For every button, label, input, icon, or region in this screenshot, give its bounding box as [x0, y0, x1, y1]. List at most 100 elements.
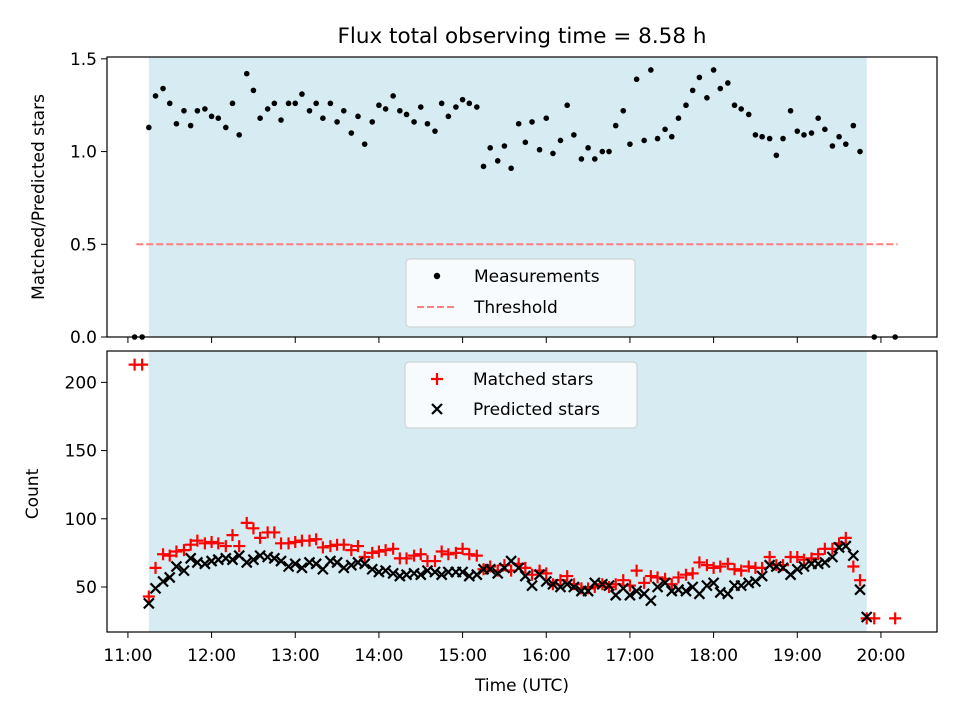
matched-star-marker — [839, 531, 852, 544]
predicted-star-marker — [701, 579, 713, 592]
measurement-point — [424, 120, 431, 127]
predicted-star-marker — [387, 567, 399, 580]
matched-star-marker — [184, 538, 197, 551]
matched-star-marker — [735, 564, 748, 577]
matched-star-marker — [177, 544, 190, 557]
matched-star-marker — [358, 550, 371, 563]
top-legend-box — [405, 258, 636, 328]
predicted-star-marker — [735, 579, 747, 592]
measurement-point — [725, 80, 731, 86]
measurement-point — [376, 102, 382, 109]
matched-star-marker — [693, 556, 706, 569]
top-panel-points-layer — [131, 67, 898, 340]
matched-star-marker — [428, 555, 441, 568]
bottom-legend: Matched stars Predicted stars — [404, 361, 638, 429]
measurement-point — [236, 132, 242, 138]
measurement-point — [710, 67, 717, 73]
bottom-x-tick-label: 18:00 — [689, 646, 738, 666]
bottom-y-tick-label: 200 — [65, 373, 97, 393]
matched-star-marker — [714, 560, 727, 573]
measurement-point — [438, 100, 445, 107]
predicted-star-marker — [178, 564, 190, 577]
measurement-point — [340, 107, 347, 114]
matched-star-marker — [414, 548, 427, 561]
predicted-star-marker — [456, 566, 469, 578]
predicted-star-marker — [798, 560, 810, 573]
measurement-point — [829, 143, 836, 149]
matched-star-marker — [679, 568, 692, 581]
matched-star-marker — [742, 560, 755, 573]
bottom-x-tick-label: 17:00 — [605, 646, 654, 666]
predicted-star-marker — [854, 583, 866, 596]
measurement-point — [717, 85, 724, 92]
measurement-point — [578, 156, 585, 162]
measurement-point — [487, 145, 494, 151]
measurement-point — [585, 145, 591, 151]
measurement-point — [320, 115, 326, 121]
matched-star-marker — [149, 561, 162, 574]
measurement-point — [146, 124, 152, 131]
measurement-point — [223, 124, 229, 131]
measurement-point — [836, 133, 842, 140]
matched-star-marker — [233, 540, 246, 553]
predicted-star-marker — [435, 568, 448, 581]
predicted-legend-label: Predicted stars — [473, 400, 600, 420]
measurement-point — [759, 133, 765, 140]
predicted-star-marker — [163, 571, 176, 584]
measurement-point — [501, 143, 508, 149]
predicted-star-marker — [840, 540, 852, 552]
matched-star-marker — [456, 542, 469, 555]
predicted-star-marker — [199, 558, 211, 570]
measurement-point — [529, 119, 535, 125]
measurement-point — [474, 104, 480, 110]
predicted-star-marker — [519, 570, 532, 582]
measurement-point — [668, 133, 675, 140]
measurement-point — [292, 100, 299, 107]
bottom-panel-frame — [106, 350, 938, 633]
x-axis-label: Time (UTC) — [474, 676, 569, 696]
measurement-point — [361, 141, 368, 147]
measurement-point — [382, 106, 389, 112]
bottom-x-tick-label: 13:00 — [271, 646, 320, 666]
measurement-point — [432, 128, 438, 134]
predicted-star-marker — [819, 556, 831, 569]
bottom-x-tick-label: 16:00 — [522, 646, 571, 666]
predicted-star-marker — [296, 562, 308, 574]
measurement-point — [480, 163, 487, 170]
top-y-tick-label: 0.5 — [70, 235, 97, 255]
matched-star-marker — [617, 574, 630, 587]
matched-star-marker — [630, 564, 643, 577]
matched-star-marker — [638, 576, 651, 589]
measurement-point — [166, 100, 173, 107]
measurement-point — [599, 148, 606, 155]
measurement-point — [606, 148, 612, 155]
predicted-star-marker — [847, 549, 860, 562]
predicted-star-marker — [247, 553, 260, 566]
measurement-point — [453, 104, 459, 110]
matched-star-marker — [387, 542, 400, 555]
matched-star-marker — [889, 612, 902, 625]
measurement-point — [194, 107, 201, 114]
measurement-point — [689, 87, 696, 94]
measurement-point — [850, 122, 857, 129]
measurement-point — [612, 122, 619, 129]
predicted-star-marker — [603, 579, 615, 592]
predicted-star-marker — [624, 589, 636, 601]
matched-star-marker — [721, 557, 734, 570]
measurement-point — [250, 87, 257, 94]
matched-star-marker — [198, 537, 211, 550]
matched-star-marker — [561, 570, 574, 583]
top-y-tick-label: 0.0 — [70, 328, 97, 348]
measurement-point — [731, 102, 738, 109]
predicted-star-marker — [275, 555, 287, 567]
measurement-point — [285, 100, 292, 107]
bottom-panel: 50 100 150 200 11:00 12:00 13:00 14:00 15:00 16:0… — [23, 350, 938, 696]
measurement-point — [299, 91, 305, 97]
measurement-legend-label: Measurements — [474, 267, 600, 287]
matched-star-marker — [345, 544, 358, 557]
predicted-star-marker — [379, 564, 392, 577]
bottom-y-tick-label: 100 — [65, 510, 97, 530]
matched-star-marker — [352, 540, 365, 553]
bottom-x-tick-label: 14:00 — [354, 646, 403, 666]
